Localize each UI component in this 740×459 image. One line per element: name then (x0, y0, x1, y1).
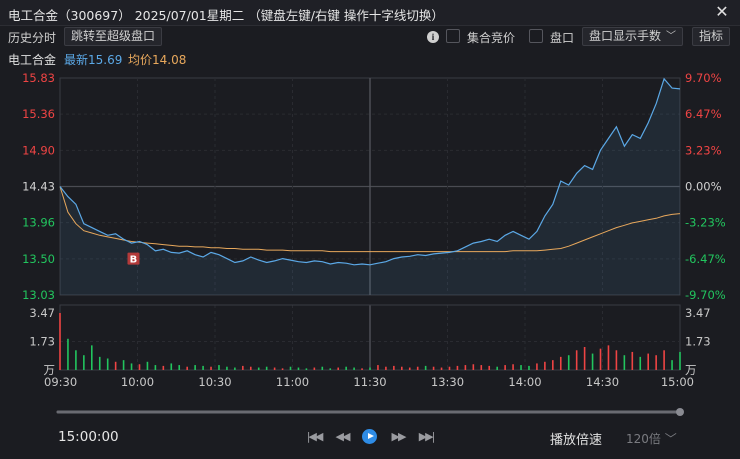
playback-speed-label: 播放倍速 (550, 433, 603, 448)
skip-to-end-icon[interactable]: ▶▶| (418, 430, 436, 443)
orderbook-display-value: 盘口显示手数 (589, 29, 662, 43)
volume-tick-label: 1.73 (29, 335, 55, 349)
window-titlebar: 电工合金（300697） 2025/07/01星期二 （键盘左键/右键 操作十字… (0, 0, 740, 26)
price-tick-label: 14.90 (22, 143, 55, 157)
jump-to-super-orderbook-button[interactable]: 跳转至超级盘口 (64, 27, 163, 46)
latest-price: 最新15.69 (64, 53, 123, 67)
quote-infobar: 电工合金 最新15.69 均价14.08 (0, 48, 740, 68)
chevron-down-icon: ﹀ (666, 31, 676, 42)
time-tick-label: 14:30 (586, 375, 619, 389)
info-icon[interactable]: i (427, 31, 439, 43)
pct-tick-label: 9.70% (685, 71, 722, 85)
history-timeshare-label: 历史分时 (8, 31, 57, 45)
buy-marker (127, 252, 140, 265)
time-tick-label: 09:30 (44, 375, 77, 389)
pct-tick-label: -6.47% (685, 252, 726, 266)
call-auction-label[interactable]: 集合竞价 (467, 31, 516, 45)
pct-tick-label: 3.23% (685, 143, 722, 157)
pct-tick-label: -3.23% (685, 216, 726, 230)
latest-price-line (59, 77, 681, 266)
time-tick-label: 10:00 (121, 375, 154, 389)
pct-tick-label: -9.70% (685, 288, 726, 302)
time-tick-label: 11:00 (276, 375, 309, 389)
time-tick-label: 15:00 (661, 375, 694, 389)
time-tick-label: 11:30 (353, 375, 386, 389)
playback-progress[interactable] (0, 402, 740, 422)
volume-tick-label: 1.73 (685, 335, 711, 349)
price-tick-label: 13.03 (22, 288, 55, 302)
average-price: 均价14.08 (128, 53, 187, 67)
playback-speed-value: 120倍 (626, 432, 661, 446)
price-tick-label: 13.50 (22, 252, 55, 266)
fast-forward-icon[interactable]: ▶▶ (391, 430, 407, 443)
price-area-fill (60, 78, 680, 295)
rewind-icon[interactable]: ◀◀ (335, 430, 351, 443)
pct-tick-label: 0.00% (685, 180, 722, 194)
price-tick-label: 13.96 (22, 216, 55, 230)
volume-tick-label: 3.47 (685, 306, 711, 320)
price-tick-label: 14.43 (22, 180, 55, 194)
order-book-checkbox[interactable] (529, 29, 543, 43)
volume-tick-label: 万 (685, 363, 697, 377)
chevron-down-icon: ﹀ (664, 432, 677, 446)
volume-tick-label: 3.47 (29, 306, 55, 320)
time-tick-label: 13:30 (431, 375, 464, 389)
price-tick-label: 15.83 (22, 71, 55, 85)
skip-to-start-icon[interactable]: |◀◀ (306, 430, 324, 443)
time-tick-label: 14:00 (508, 375, 541, 389)
playback-speed-select[interactable]: 120倍 ﹀ (626, 430, 677, 447)
time-tick-label: 10:30 (198, 375, 231, 389)
pct-tick-label: 6.47% (685, 107, 722, 121)
playback-time: 15:00:00 (58, 429, 119, 445)
close-icon[interactable]: ✕ (715, 2, 729, 21)
indicator-button[interactable]: 指标 (692, 27, 731, 46)
window-title: 电工合金（300697） 2025/07/01星期二 （键盘左键/右键 操作十字… (8, 8, 444, 23)
stock-name: 电工合金 (8, 53, 57, 67)
buy-marker-label: B (130, 255, 138, 266)
call-auction-checkbox[interactable] (446, 29, 460, 43)
order-book-label[interactable]: 盘口 (550, 31, 575, 45)
progress-knob[interactable] (676, 408, 684, 416)
playback-bar: 15:00:00 |◀◀ ◀◀ ▶▶ ▶▶| 播放倍速 120倍 ﹀ (0, 398, 740, 459)
price-tick-label: 15.36 (22, 107, 55, 121)
volume-tick-label: 万 (44, 363, 56, 377)
toolbar: 历史分时 跳转至超级盘口 i 集合竞价 盘口 盘口显示手数 ﹀ 指标 (0, 26, 740, 48)
play-icon[interactable] (362, 429, 377, 444)
orderbook-display-select[interactable]: 盘口显示手数 ﹀ (582, 27, 683, 46)
avg-price-line (59, 186, 681, 253)
timeshare-chart[interactable]: 15.83 15.36 14.90 14.43 13.96 13.50 13.03 9.70… (0, 68, 740, 398)
